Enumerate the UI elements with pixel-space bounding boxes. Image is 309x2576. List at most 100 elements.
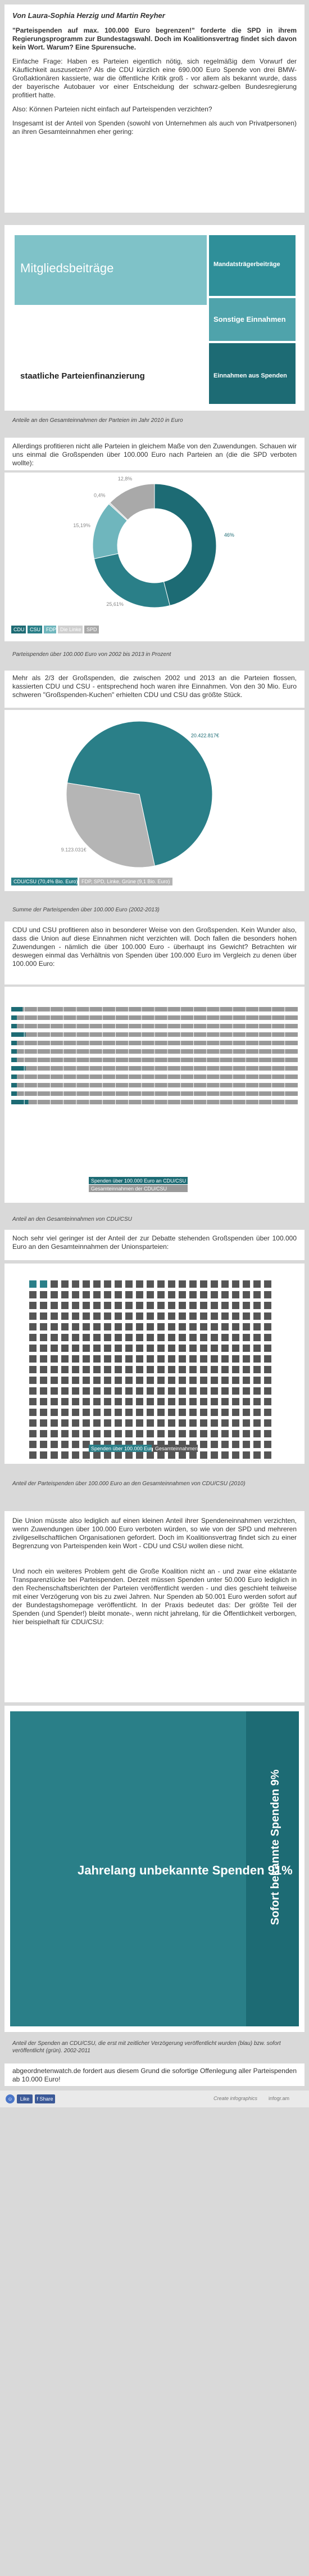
bar-segment-spenden[interactable]	[11, 1100, 29, 1104]
pie1-legend-item[interactable]: SPD	[87, 627, 97, 632]
bar-segment-spenden[interactable]	[11, 1024, 17, 1028]
waffle-cell-gesamt	[211, 1312, 218, 1320]
waffle-cell-gesamt	[125, 1355, 133, 1363]
bar-segment-spenden[interactable]	[11, 1066, 26, 1071]
waffle-cell-gesamt	[93, 1430, 101, 1437]
bar-segment-spenden[interactable]	[11, 1049, 17, 1054]
bar-segment-gesamt[interactable]	[17, 1075, 298, 1079]
waffle-cell-gesamt	[29, 1387, 37, 1395]
waffle-cell-gesamt	[147, 1291, 154, 1298]
waffle-cell-gesamt	[61, 1302, 69, 1309]
waffle-cell-gesamt	[243, 1280, 250, 1288]
waffle-cell-gesamt	[232, 1312, 239, 1320]
waffle-cell-gesamt	[83, 1441, 90, 1448]
pie2-legend-item[interactable]: FDP, SPD, Linke, Grüne (9,1 Bio. Euro)	[81, 879, 170, 884]
waffle-cell-gesamt	[211, 1366, 218, 1373]
bar-segment-spenden[interactable]	[11, 1091, 17, 1096]
bar-segment-gesamt[interactable]	[17, 1041, 298, 1045]
treemap-cell-sonstige[interactable]: Sonstige Einnahmen	[209, 298, 296, 341]
waffle-cell-gesamt	[104, 1323, 111, 1330]
bar-segment-spenden[interactable]	[11, 1083, 17, 1087]
bar-segment-gesamt[interactable]	[17, 1024, 298, 1028]
waffle-cell-gesamt	[125, 1398, 133, 1405]
waffle-cell-gesamt	[61, 1334, 69, 1341]
pie2-legend-item[interactable]: CDU/CSU (70,4% Bio. Euro)	[13, 879, 78, 884]
waffle-cell-gesamt	[168, 1280, 175, 1288]
treemap-cell-spenden[interactable]: Einnahmen aus Spenden	[209, 343, 296, 404]
pie2-slice-cdu-csu[interactable]	[67, 721, 213, 866]
bars-legend-item[interactable]: Spenden über 100.000 Euro an CDU/CSU	[91, 1178, 186, 1184]
like-icon[interactable]: ☺	[6, 2094, 15, 2103]
pie2-slice-others[interactable]	[66, 783, 155, 868]
bar-segment-spenden[interactable]	[11, 1058, 17, 1062]
waffle-cell-gesamt	[179, 1419, 186, 1427]
waffle-cell-gesamt	[72, 1366, 79, 1373]
waffle-cell-gesamt	[104, 1312, 111, 1320]
pie1-slice-csu[interactable]	[93, 553, 170, 608]
waffle-cell-gesamt	[264, 1323, 271, 1330]
waffle-cell-gesamt	[136, 1366, 143, 1373]
pie1-slice-spd[interactable]	[110, 483, 155, 520]
waffle-cell-gesamt	[29, 1441, 37, 1448]
waffle-cell-gesamt	[168, 1451, 175, 1459]
waffle-legend-item[interactable]: Spenden über 100.000 Euro	[91, 1446, 154, 1451]
waffle-cell-gesamt	[104, 1430, 111, 1437]
treemap-label-sonstige: Sonstige Einnahmen	[213, 315, 286, 323]
waffle-cell-gesamt	[51, 1345, 58, 1352]
waffle-cell-gesamt	[253, 1334, 261, 1341]
treemap-cell-staat[interactable]: staatliche Parteienfinanzierung	[15, 307, 207, 404]
treemap-cell-mitglied[interactable]: Mitgliedsbeiträge	[15, 235, 207, 305]
bar-segment-spenden[interactable]	[11, 1041, 17, 1045]
waffle-cell-gesamt	[72, 1419, 79, 1427]
bar-segment-gesamt[interactable]	[17, 1091, 298, 1096]
footer-brand[interactable]: infogr.am	[269, 2096, 290, 2101]
pie1-legend-item[interactable]: Die Linke	[60, 627, 81, 632]
share-button[interactable]: f Share	[35, 2094, 55, 2103]
waffle-cell-gesamt	[51, 1398, 58, 1405]
waffle-cell-gesamt	[189, 1387, 197, 1395]
waffle-cell-gesamt	[232, 1302, 239, 1309]
bar-segment-spenden[interactable]	[11, 1075, 17, 1079]
pie1-legend-item[interactable]: CSU	[30, 627, 40, 632]
bar-segment-gesamt[interactable]	[17, 1058, 298, 1062]
bar-segment-gesamt[interactable]	[25, 1066, 298, 1071]
footer-credit[interactable]: Create infographics	[213, 2096, 258, 2101]
pie1-slice-cdu[interactable]	[154, 483, 217, 606]
bar-segment-gesamt[interactable]	[22, 1007, 298, 1011]
waffle-legend-item[interactable]: Gesamteinnahmen	[155, 1446, 198, 1451]
waffle-cell-gesamt	[147, 1312, 154, 1320]
bar-segment-spenden[interactable]	[11, 1007, 23, 1011]
paragraph-8: Die Union müsste also lediglich auf eine…	[12, 1517, 297, 1550]
waffle-cell-gesamt	[200, 1334, 207, 1341]
pie1-card: 46% 25,61% 15,19% 0,4% 12,8% CDU CSU FDP Die Lin…	[4, 473, 305, 641]
waffle-cell-gesamt	[61, 1345, 69, 1352]
waffle-cell-gesamt	[72, 1312, 79, 1320]
bar-segment-gesamt[interactable]	[28, 1100, 298, 1104]
waffle-chart: Spenden über 100.000 Euro Gesamteinnahmen	[29, 1280, 271, 1459]
bar-segment-gesamt[interactable]	[17, 1083, 298, 1087]
bars-legend-item[interactable]: Gesamteinnahmen der CDU/CSU	[91, 1186, 167, 1192]
waffle-cell-gesamt	[264, 1430, 271, 1437]
waffle-cell-gesamt	[232, 1334, 239, 1341]
bar-segment-gesamt[interactable]	[25, 1032, 298, 1037]
column-segment-bekannt[interactable]	[246, 1711, 299, 2026]
treemap-cell-mandat[interactable]: Mandatsträgerbeiträge	[209, 235, 296, 296]
waffle-cell-gesamt	[200, 1419, 207, 1427]
bar-segment-spenden[interactable]	[11, 1015, 17, 1020]
pie2-card: 20.422.817€ 9.123.031€ CDU/CSU (70,4% Bio.…	[4, 710, 305, 891]
like-button[interactable]: Like	[17, 2094, 33, 2103]
waffle-cell-gesamt	[200, 1280, 207, 1288]
pie1-legend-item[interactable]: FDP	[46, 627, 56, 632]
bar-segment-gesamt[interactable]	[17, 1049, 298, 1054]
bar-segment-gesamt[interactable]	[17, 1015, 298, 1020]
pie1-legend-item[interactable]: CDU	[13, 627, 25, 632]
waffle-cell-gesamt	[83, 1280, 90, 1288]
waffle-cell-gesamt	[93, 1334, 101, 1341]
waffle-cell-gesamt	[232, 1398, 239, 1405]
waffle-cell-gesamt	[253, 1398, 261, 1405]
waffle-cell-gesamt	[136, 1323, 143, 1330]
donation-sum-pie: 20.422.817€ 9.123.031€ CDU/CSU (70,4% Bio.…	[11, 721, 219, 885]
waffle-cell-gesamt	[264, 1366, 271, 1373]
bar-segment-spenden[interactable]	[11, 1032, 26, 1037]
waffle-cell-gesamt	[40, 1323, 47, 1330]
